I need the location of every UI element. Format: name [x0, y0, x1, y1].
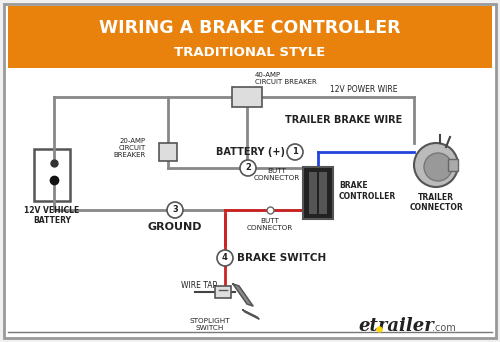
- Text: BUTT
CONNECTOR: BUTT CONNECTOR: [254, 168, 300, 181]
- Text: 12V VEHICLE
BATTERY: 12V VEHICLE BATTERY: [24, 206, 80, 225]
- Text: BRAKE SWITCH: BRAKE SWITCH: [237, 253, 326, 263]
- Text: 12V POWER WIRE: 12V POWER WIRE: [330, 84, 398, 93]
- FancyBboxPatch shape: [319, 172, 327, 214]
- Text: 20-AMP
CIRCUIT
BREAKER: 20-AMP CIRCUIT BREAKER: [114, 138, 146, 158]
- Text: 3: 3: [172, 206, 178, 214]
- Text: WIRE TAP: WIRE TAP: [181, 281, 217, 290]
- Text: 40-AMP
CIRCUIT BREAKER: 40-AMP CIRCUIT BREAKER: [255, 72, 317, 85]
- Text: TRADITIONAL STYLE: TRADITIONAL STYLE: [174, 47, 326, 60]
- FancyBboxPatch shape: [309, 172, 317, 214]
- Text: STOPLIGHT
SWITCH: STOPLIGHT SWITCH: [190, 318, 230, 331]
- FancyBboxPatch shape: [34, 149, 70, 201]
- FancyBboxPatch shape: [448, 159, 458, 171]
- Text: 2: 2: [245, 163, 251, 172]
- Text: 1: 1: [292, 147, 298, 157]
- Text: BATTERY (+): BATTERY (+): [216, 147, 284, 157]
- Circle shape: [424, 153, 452, 181]
- Circle shape: [287, 144, 303, 160]
- FancyBboxPatch shape: [232, 87, 262, 107]
- Text: .com: .com: [432, 323, 456, 333]
- Text: GROUND: GROUND: [148, 222, 202, 232]
- Circle shape: [240, 160, 256, 176]
- Text: TRAILER
CONNECTOR: TRAILER CONNECTOR: [409, 193, 463, 212]
- Text: BUTT
CONNECTOR: BUTT CONNECTOR: [247, 218, 293, 231]
- Text: WIRING A BRAKE CONTROLLER: WIRING A BRAKE CONTROLLER: [99, 19, 401, 37]
- Text: etrailer: etrailer: [358, 317, 434, 335]
- Circle shape: [414, 143, 458, 187]
- Polygon shape: [243, 310, 259, 319]
- Text: TRAILER BRAKE WIRE: TRAILER BRAKE WIRE: [285, 115, 402, 125]
- FancyBboxPatch shape: [215, 286, 231, 298]
- Circle shape: [217, 250, 233, 266]
- FancyBboxPatch shape: [159, 143, 177, 161]
- FancyBboxPatch shape: [303, 167, 333, 219]
- Polygon shape: [233, 284, 253, 306]
- Text: 4: 4: [222, 253, 228, 263]
- Text: BRAKE
CONTROLLER: BRAKE CONTROLLER: [339, 181, 396, 201]
- FancyBboxPatch shape: [8, 6, 492, 68]
- Circle shape: [167, 202, 183, 218]
- FancyBboxPatch shape: [4, 4, 496, 338]
